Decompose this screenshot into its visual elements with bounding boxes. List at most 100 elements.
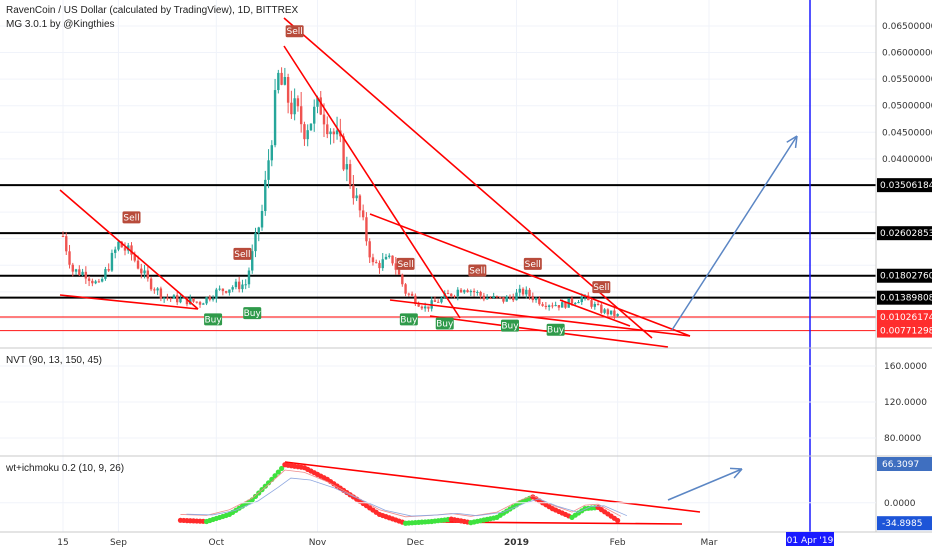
price-tick-label: 0.04000000 xyxy=(882,155,932,165)
candle xyxy=(384,253,388,260)
price-level-tag-bg xyxy=(877,226,932,241)
candle xyxy=(143,264,146,279)
time-tick-label: Nov xyxy=(309,538,327,548)
candle xyxy=(257,226,260,242)
candle xyxy=(244,279,247,290)
candle xyxy=(345,156,349,182)
oscillator-axis[interactable]: 0.0000 66.3097 -34.8985 xyxy=(0,457,932,531)
candle xyxy=(65,232,68,255)
candle-body xyxy=(303,124,306,140)
nvt-tick-label: 160.0000 xyxy=(884,362,927,372)
signal-badge-label: Buy xyxy=(244,309,262,319)
candle xyxy=(267,149,270,189)
price-level-tag: 0.01802760 xyxy=(877,268,932,283)
candle-body xyxy=(211,298,215,300)
candle-body xyxy=(528,289,531,297)
signal-badge-label: Sell xyxy=(397,260,413,270)
trendline xyxy=(284,461,701,513)
candle-body xyxy=(577,302,580,304)
candle xyxy=(463,289,466,294)
candle xyxy=(309,123,313,132)
buy-signal-badge: Buy xyxy=(399,313,418,326)
candle-body xyxy=(146,270,150,279)
candle xyxy=(198,300,202,308)
candle-body xyxy=(74,269,78,272)
candle-body xyxy=(120,241,123,248)
candle xyxy=(420,305,424,311)
candle-body xyxy=(313,106,316,124)
candle-body xyxy=(603,309,606,313)
candle-body xyxy=(544,305,548,307)
candle-body xyxy=(316,97,319,107)
nvt-axis[interactable]: 160.0000 120.0000 80.0000 xyxy=(0,362,927,444)
candle-body xyxy=(192,298,195,302)
signal-badge-bg xyxy=(243,307,262,320)
candle-body xyxy=(541,304,544,306)
buy-signal-badge: Buy xyxy=(546,323,565,336)
price-axis[interactable]: 0.06500000 0.06000000 0.05500000 0.05000000… xyxy=(877,22,932,338)
sell-signal-badge: Sell xyxy=(592,281,611,294)
candle xyxy=(554,301,557,307)
signal-badge-label: Sell xyxy=(123,213,139,223)
candle-body xyxy=(241,284,244,290)
candle-body xyxy=(143,270,146,274)
candle-body xyxy=(472,290,476,293)
signal-badge-label: Sell xyxy=(287,27,303,37)
candle xyxy=(593,301,597,310)
candle xyxy=(551,302,554,309)
signal-badge-bg xyxy=(435,317,454,330)
candle xyxy=(162,297,166,303)
trendline xyxy=(59,294,199,310)
candle xyxy=(211,295,215,302)
candle-body xyxy=(185,297,189,305)
candle xyxy=(277,69,280,94)
candle-body xyxy=(498,296,502,298)
candle-body xyxy=(283,77,287,85)
candle xyxy=(603,308,606,315)
candle-body xyxy=(420,306,424,309)
candle-body xyxy=(140,268,143,274)
candle-body xyxy=(286,77,290,103)
candle-body xyxy=(401,274,404,285)
candle xyxy=(544,301,548,310)
buy-signal-badge: Buy xyxy=(500,319,519,332)
candle-body xyxy=(358,195,362,211)
candle-body xyxy=(65,236,68,252)
candle-body xyxy=(534,298,538,301)
candle-body xyxy=(538,298,541,305)
candle xyxy=(326,116,329,139)
candle-body xyxy=(352,185,355,199)
time-axis[interactable]: 15 Sep Oct Nov Dec 2019 Feb Mar xyxy=(57,538,718,548)
oscillator-title: wt+ichmoku 0.2 (10, 9, 26) xyxy=(6,463,125,474)
signal-badge-label: Buy xyxy=(547,326,565,336)
candle-body xyxy=(551,305,554,307)
candle xyxy=(437,299,440,303)
nvt-indicator-title: NVT (90, 13, 150, 45) xyxy=(6,355,102,366)
candle-body xyxy=(156,288,159,291)
candle-body xyxy=(322,114,326,125)
candle-body xyxy=(574,303,577,305)
candle-body xyxy=(381,259,384,269)
candle-body xyxy=(215,289,218,299)
candle-body xyxy=(68,251,71,265)
candle xyxy=(485,294,489,300)
candle xyxy=(515,288,518,301)
candle xyxy=(283,67,287,86)
signal-badge-label: Sell xyxy=(593,283,609,293)
candle-body xyxy=(590,300,593,307)
candle-body xyxy=(149,278,153,290)
candle-body xyxy=(463,290,466,293)
price-level-tag-label: 0.01026174 xyxy=(880,313,932,323)
osc-value-tag: -34.8985 xyxy=(877,516,932,531)
candle-body xyxy=(476,291,479,293)
candle xyxy=(218,285,221,291)
price-tick-label: 0.05500000 xyxy=(882,75,932,85)
candle xyxy=(329,128,332,145)
candle-body xyxy=(179,298,182,303)
candle-body xyxy=(293,98,296,115)
candle-body xyxy=(110,252,114,271)
oscillator-dot xyxy=(272,473,278,479)
arrow-head xyxy=(729,467,743,470)
time-tick-label: 2019 xyxy=(504,538,529,548)
candle xyxy=(479,290,482,300)
